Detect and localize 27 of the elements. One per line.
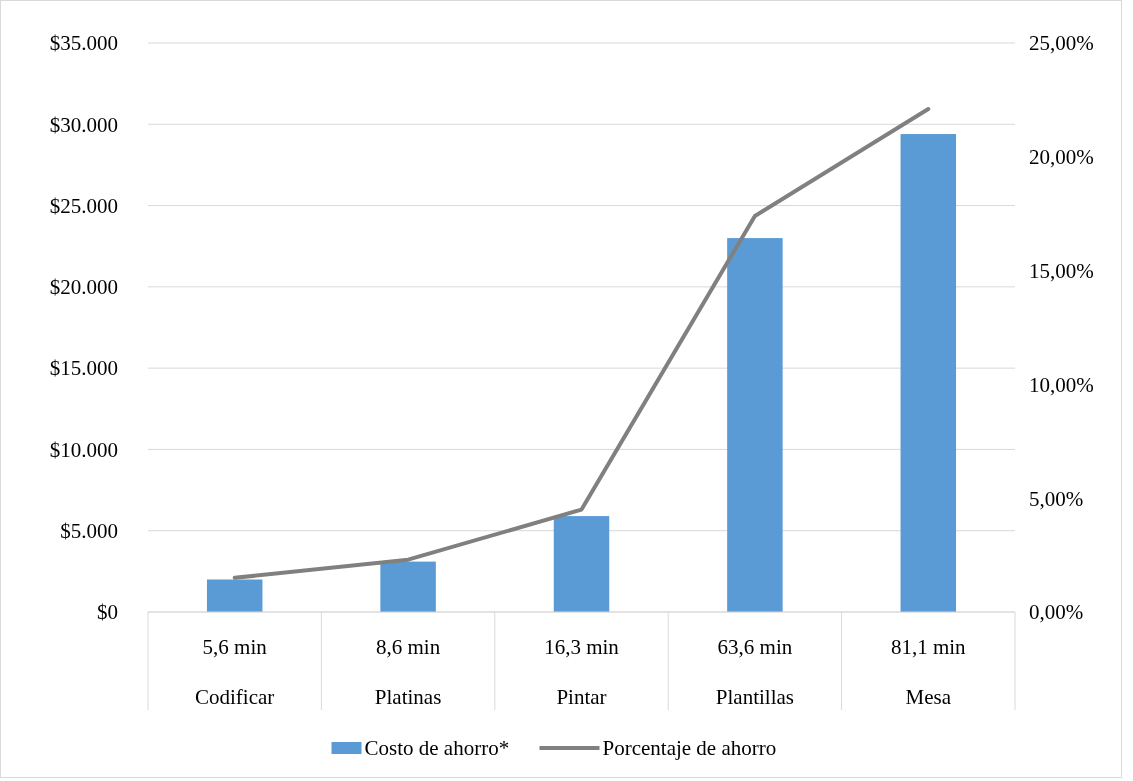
y-tick-label: $25.000 xyxy=(49,193,118,218)
bar xyxy=(206,579,263,612)
category-label: 8,6 min Platinas xyxy=(374,635,442,709)
y-tick-label: $20.000 xyxy=(49,275,118,300)
legend-label: Porcentaje de ahorro xyxy=(602,736,777,761)
y-tick-label: $15.000 xyxy=(49,356,118,381)
category-label: 63,6 min Plantillas xyxy=(715,635,794,709)
line-series xyxy=(232,107,931,580)
y2-tick-label: 15,00% xyxy=(1029,258,1094,283)
y-tick-label: $35.000 xyxy=(49,31,118,56)
bar xyxy=(380,561,436,612)
legend-label: Costo de ahorro* xyxy=(364,736,510,761)
y-tick-label: $30.000 xyxy=(49,112,118,137)
y2-tick-label: 20,00% xyxy=(1029,145,1094,170)
category-label: 81,1 min Mesa xyxy=(890,635,966,709)
y-tick-label: $5.000 xyxy=(60,519,118,544)
bar xyxy=(553,516,610,612)
y-tick-label: $0 xyxy=(97,600,118,625)
y2-tick-label: 25,00% xyxy=(1029,31,1094,56)
y2-tick-label: 10,00% xyxy=(1029,372,1094,397)
y2-tick-label: 0,00% xyxy=(1029,600,1084,625)
y-tick-label: $10.000 xyxy=(49,437,118,462)
category-label: 5,6 min Codificar xyxy=(195,635,275,709)
bar xyxy=(900,134,957,612)
y2-tick-label: 5,00% xyxy=(1029,486,1084,511)
bar xyxy=(727,238,783,612)
category-label: 16,3 min Pintar xyxy=(544,635,619,709)
